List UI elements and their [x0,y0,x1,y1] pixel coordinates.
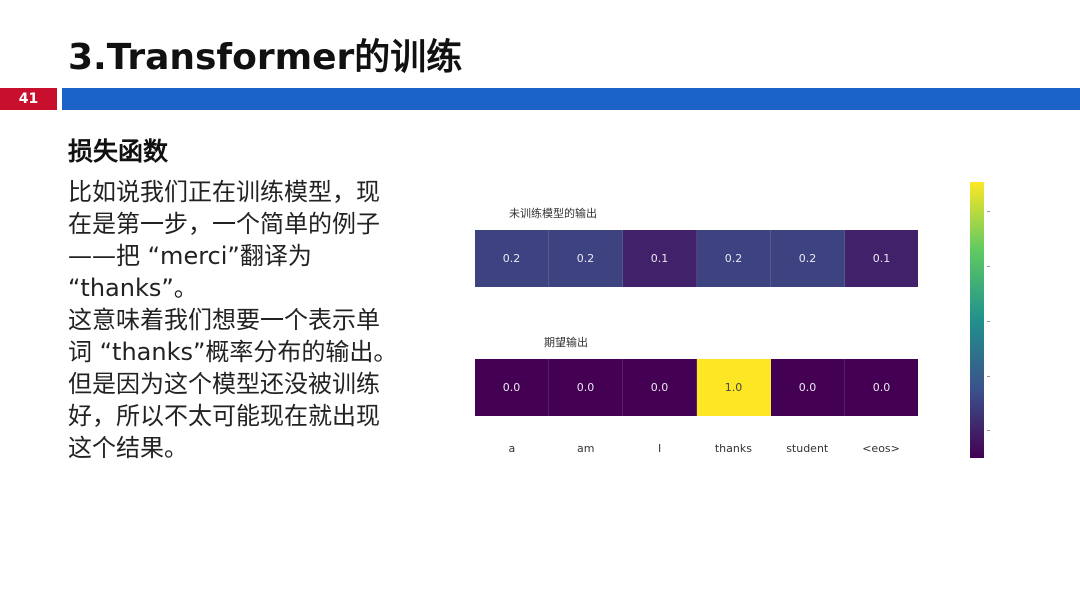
heatmap-cell: 0.2 [697,230,771,287]
expected-output-title: 期望输出 [544,336,588,349]
section-heading: 损失函数 [68,137,169,166]
heatmap-cell: 0.1 [623,230,697,287]
untrained-output-row: 0.2 0.2 0.1 0.2 0.2 0.1 [475,230,918,287]
colorbar-tick [987,211,990,212]
heatmap-cell: 0.0 [845,359,918,416]
colorbar-tick [987,430,990,431]
header-divider [62,88,1080,110]
colorbar [970,182,984,458]
colorbar-tick [987,376,990,377]
token-label: I [657,442,662,455]
token-label: am [577,442,595,455]
body-text: 比如说我们正在训练模型，现在是第一步，一个简单的例子——把 “merci”翻译为… [68,176,400,464]
heatmap-cell: 1.0 [697,359,771,416]
heatmap-cell: 0.1 [845,230,918,287]
heatmap-cell: 0.0 [623,359,697,416]
probability-heatmap-figure: 未训练模型的输出 0.2 0.2 0.1 0.2 0.2 0.1 期望输出 0.0 0.0 0… [466,178,1006,470]
slide-title: 3.Transformer的训练 [68,37,463,78]
token-label: a [508,442,516,455]
heatmap-cell: 0.0 [549,359,623,416]
token-label: student [786,442,829,455]
colorbar-tick [987,266,990,267]
untrained-output-title: 未训练模型的输出 [509,207,597,220]
body-paragraph: 这意味着我们想要一个表示单词 “thanks”概率分布的输出。但是因为这个模型还… [68,306,398,462]
heatmap-cell: 0.2 [475,230,549,287]
token-label: <eos> [862,442,900,455]
page-number-badge: 41 [0,88,57,110]
heatmap-cell: 0.2 [549,230,623,287]
body-paragraph: 比如说我们正在训练模型，现在是第一步，一个简单的例子——把 “merci”翻译为… [68,178,380,302]
heatmap-cell: 0.0 [475,359,549,416]
heatmap-cell: 0.0 [771,359,845,416]
colorbar-tick [987,321,990,322]
heatmap-cell: 0.2 [771,230,845,287]
token-label: thanks [714,442,752,455]
expected-output-row: 0.0 0.0 0.0 1.0 0.0 0.0 [475,359,918,416]
